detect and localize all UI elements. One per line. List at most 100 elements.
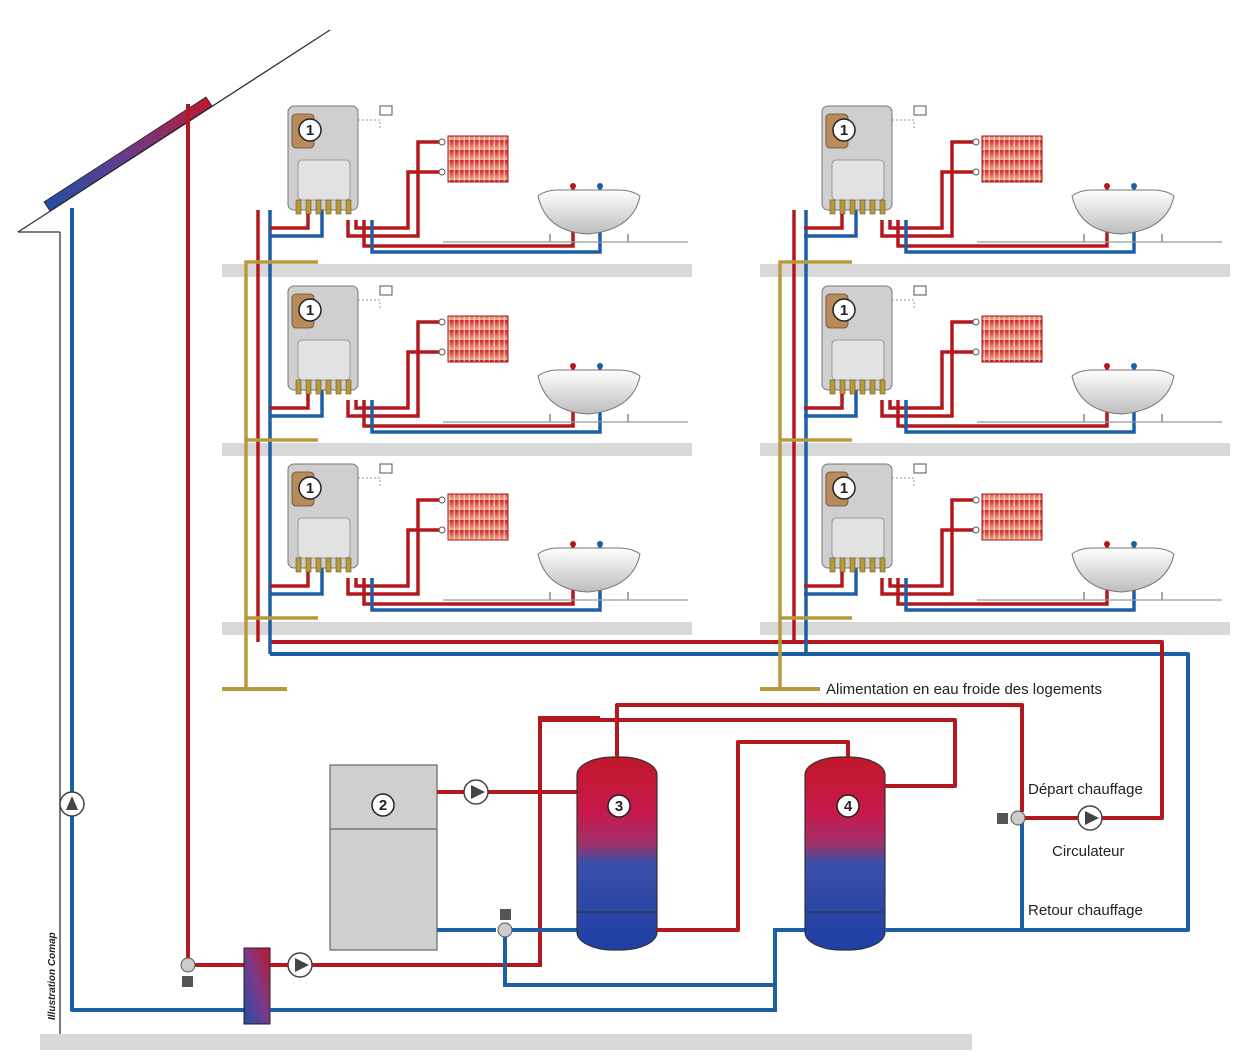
station-feed-cold — [804, 568, 858, 596]
radiator-supply-pipe — [880, 498, 974, 596]
house-outline — [17, 29, 331, 1040]
unit-valve-3 — [849, 379, 856, 395]
ground-slab — [40, 1034, 972, 1050]
room-thermostat — [379, 463, 393, 474]
unit-valve-3 — [315, 199, 322, 215]
unit-plate-exchanger — [297, 517, 351, 559]
room-thermostat — [913, 285, 927, 296]
radiator — [447, 315, 509, 363]
unit-valve-1 — [829, 557, 836, 573]
tap-hot — [570, 183, 576, 189]
boiler-pump — [463, 779, 489, 805]
station-feed-cold — [270, 390, 324, 418]
solar-pump — [59, 791, 85, 817]
radiator — [981, 135, 1043, 183]
radiator — [447, 493, 509, 541]
bathtub — [1071, 547, 1175, 593]
radiator-valve-top — [972, 138, 980, 146]
radiator-valve-bottom — [972, 168, 980, 176]
unit-marker-label: 1 — [306, 302, 314, 319]
unit-valve-5 — [335, 379, 342, 395]
thermostat-wire — [358, 299, 381, 310]
bathtub — [537, 547, 641, 593]
unit-valve-4 — [859, 557, 866, 573]
radiator-valve-bottom — [972, 526, 980, 534]
unit-valve-4 — [325, 379, 332, 395]
unit-valve-3 — [315, 379, 322, 395]
room-thermostat — [913, 463, 927, 474]
unit-valve-2 — [305, 557, 312, 573]
apartment-unit-1: 1 — [270, 105, 688, 254]
unit-marker — [298, 476, 322, 500]
risers-right — [778, 210, 852, 689]
unit-valve-3 — [849, 199, 856, 215]
radiator-supply-pipe — [880, 320, 974, 418]
tank-3-marker-label: 3 — [615, 798, 623, 815]
tap-cold — [1131, 363, 1137, 369]
tap-hot — [570, 541, 576, 547]
radiator-supply-pipe — [880, 140, 974, 238]
tank-3-marker: 3 — [607, 794, 631, 818]
tap-hot — [1104, 363, 1110, 369]
radiator-return-pipe — [354, 170, 440, 230]
unit-valve-5 — [869, 199, 876, 215]
unit-valve-4 — [325, 557, 332, 573]
circulator-pump — [1077, 805, 1103, 831]
radiator-supply-pipe — [346, 320, 440, 418]
radiator — [981, 315, 1043, 363]
illustration-credit: Illustration Comap — [47, 932, 58, 1020]
tank-4-marker: 4 — [836, 794, 860, 818]
station-feed-cold — [804, 210, 858, 238]
unit-marker — [832, 298, 856, 322]
radiator — [981, 493, 1043, 541]
unit-valve-4 — [859, 379, 866, 395]
thermostat-wire — [358, 477, 381, 488]
solar-panel — [43, 96, 213, 212]
unit-valve-2 — [839, 379, 846, 395]
apartment-unit-6: 1 — [804, 463, 1222, 612]
tap-hot — [1104, 183, 1110, 189]
room-thermostat — [379, 285, 393, 296]
unit-marker — [832, 476, 856, 500]
unit-valve-6 — [879, 199, 886, 215]
unit-valve-3 — [315, 557, 322, 573]
radiator-valve-bottom — [972, 348, 980, 356]
unit-valve-2 — [305, 379, 312, 395]
unit-plate-exchanger — [297, 339, 351, 381]
radiator — [447, 135, 509, 183]
tap-cold — [597, 183, 603, 189]
unit-valve-5 — [869, 379, 876, 395]
tap-hot — [1104, 541, 1110, 547]
unit-plate-exchanger — [831, 159, 885, 201]
circulator-label: Circulateur — [1052, 843, 1125, 860]
unit-valve-2 — [305, 199, 312, 215]
room-thermostat — [379, 105, 393, 116]
solar-heat-exchanger — [243, 716, 805, 1025]
radiator-valve-top — [438, 138, 446, 146]
unit-valve-6 — [879, 557, 886, 573]
station-feed-hot — [270, 568, 310, 588]
station-feed-hot — [270, 390, 310, 410]
unit-plate-exchanger — [297, 159, 351, 201]
unit-valve-1 — [295, 557, 302, 573]
station-feed-hot — [270, 210, 310, 230]
apartment-unit-4: 1 — [804, 105, 1222, 254]
thermostat-wire — [358, 119, 381, 130]
buffer-tank-4 — [804, 756, 886, 951]
unit-plate-exchanger — [831, 517, 885, 559]
boiler-marker: 2 — [371, 793, 395, 817]
exchanger-pump — [287, 952, 313, 978]
unit-marker-label: 1 — [306, 122, 314, 139]
boiler-return-valve — [497, 909, 513, 938]
radiator-valve-top — [438, 318, 446, 326]
thermostat-wire — [892, 119, 915, 130]
tank-pipes — [270, 640, 1190, 932]
unit-valve-6 — [879, 379, 886, 395]
bathtub — [537, 369, 641, 415]
unit-marker-label: 1 — [840, 122, 848, 139]
tap-cold — [1131, 541, 1137, 547]
station-feed-hot — [804, 210, 844, 230]
radiator-return-pipe — [354, 528, 440, 588]
cold-water-label: Alimentation en eau froide des logements — [826, 681, 1102, 698]
radiator-valve-top — [438, 496, 446, 504]
